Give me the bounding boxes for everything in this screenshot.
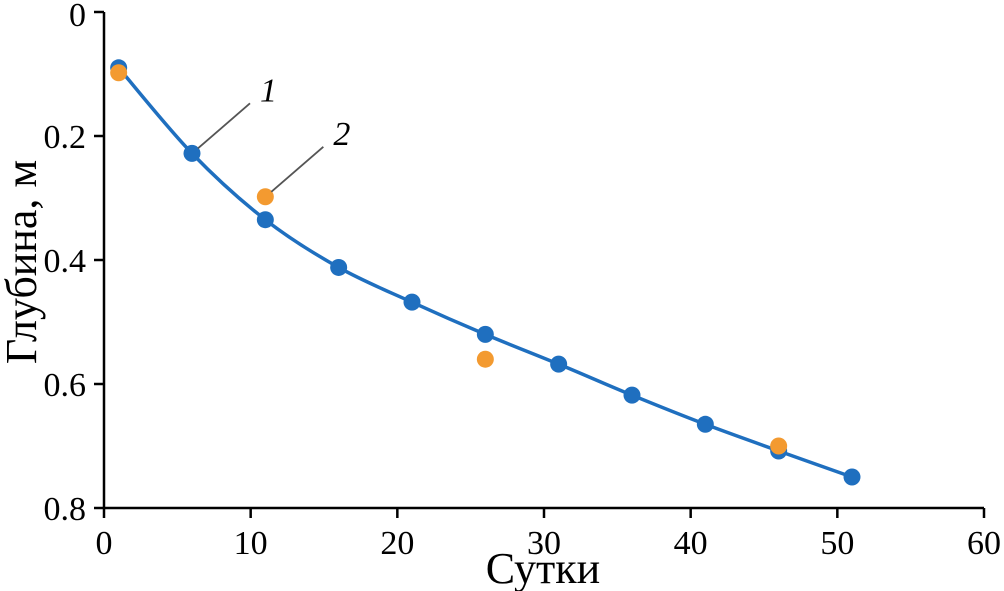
points-layer (110, 59, 861, 486)
annotation-leader-line (197, 102, 251, 150)
annotation-label: 2 (333, 116, 350, 153)
annotations: 12 (197, 72, 350, 193)
y-axis-title: Глубина, м (0, 160, 46, 364)
y-tick-label: 0.4 (44, 243, 87, 280)
series-1-point (183, 144, 201, 162)
y-tick-label: 0.2 (44, 119, 87, 156)
x-tick-label: 0 (96, 525, 113, 562)
series-1-point (476, 325, 494, 343)
series-2-point (476, 350, 494, 368)
series-1-line (117, 66, 853, 479)
axes (102, 12, 984, 510)
curve-layer (117, 66, 853, 479)
x-axis-title: Сутки (486, 544, 600, 591)
y-tick-label: 0.8 (44, 491, 87, 528)
series-1-point (256, 211, 274, 229)
x-tick-label: 30 (527, 525, 561, 562)
annotation-leader-line (270, 146, 324, 193)
series-2-point (110, 64, 128, 82)
x-tick-label: 60 (967, 525, 1001, 562)
series-1-point (403, 293, 421, 311)
x-tick-label: 10 (234, 525, 268, 562)
x-tick-label: 40 (674, 525, 708, 562)
y-tick-label: 0.6 (44, 367, 87, 404)
y-tick-label: 0 (69, 0, 86, 34)
series-2-point (256, 188, 274, 206)
series-1-point (843, 468, 861, 486)
x-axis-ticks: 0 10 20 30 40 50 60 (96, 508, 1001, 562)
series-1-point (623, 386, 641, 404)
y-axis-ticks: 0 0.2 0.4 0.6 0.8 (44, 0, 104, 528)
series-1-point (330, 258, 348, 276)
series-1-point (550, 355, 568, 373)
x-tick-label: 20 (380, 525, 414, 562)
annotation-label: 1 (260, 72, 277, 109)
x-tick-label: 50 (820, 525, 854, 562)
series-1-point (696, 415, 714, 433)
series-2-point (770, 437, 788, 455)
